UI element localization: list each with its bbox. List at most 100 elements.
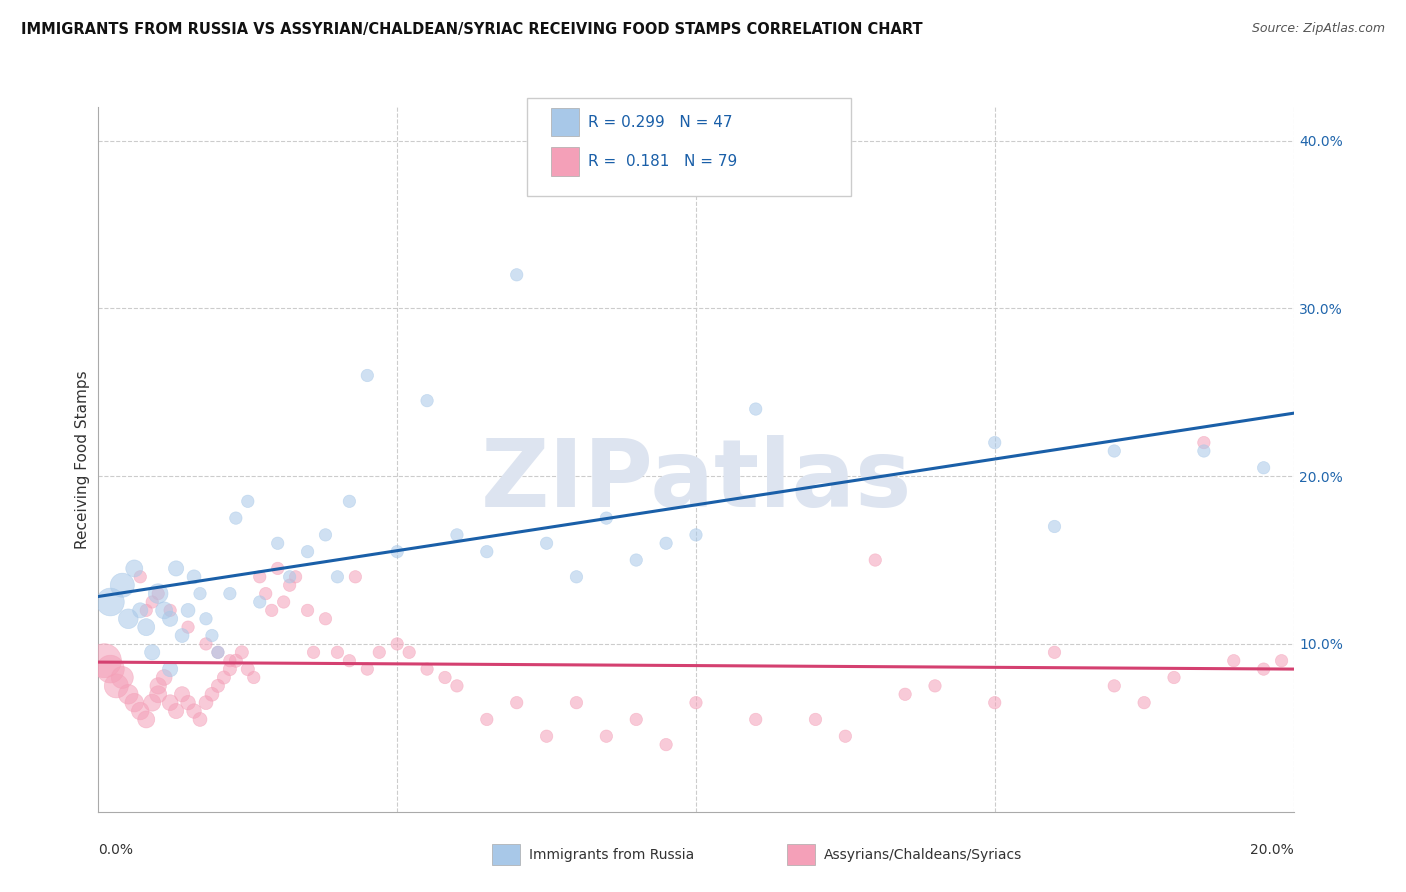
Point [201,629,224,643]
Point [212,671,235,685]
Point [148,586,170,600]
Point [339,494,361,508]
Point [141,645,163,659]
Point [172,687,194,701]
Point [225,654,247,668]
Point [1104,444,1126,458]
Point [446,679,468,693]
Point [249,570,271,584]
Point [302,645,325,659]
Point [201,687,224,701]
Point [339,654,361,668]
Point [745,402,768,417]
Point [129,603,152,617]
Point [326,570,349,584]
Point [356,368,378,383]
Point [1223,654,1246,668]
Point [595,511,617,525]
Point [165,704,187,718]
Point [195,612,218,626]
Point [183,704,205,718]
Point [297,544,319,558]
Point [278,570,301,584]
Point [1253,460,1275,475]
Point [834,729,856,743]
Point [153,671,176,685]
Point [804,713,827,727]
Point [267,561,290,575]
Point [177,603,200,617]
Point [344,570,367,584]
Point [1253,662,1275,676]
Text: IMMIGRANTS FROM RUSSIA VS ASSYRIAN/CHALDEAN/SYRIAC RECEIVING FOOD STAMPS CORRELA: IMMIGRANTS FROM RUSSIA VS ASSYRIAN/CHALD… [21,22,922,37]
Point [685,528,707,542]
Point [111,578,134,592]
Point [595,729,617,743]
Point [326,645,349,659]
Point [1163,671,1185,685]
Point [207,645,229,659]
Point [368,645,391,659]
Point [1271,654,1294,668]
Point [416,393,439,408]
Point [506,268,529,282]
Text: ZIPatlas: ZIPatlas [481,434,911,526]
Point [207,645,229,659]
Point [172,629,194,643]
Point [135,603,157,617]
Text: R = 0.299   N = 47: R = 0.299 N = 47 [588,115,733,129]
Point [188,713,211,727]
Y-axis label: Receiving Food Stamps: Receiving Food Stamps [75,370,90,549]
Point [159,696,181,710]
Point [685,696,707,710]
Point [195,637,218,651]
Point [159,612,181,626]
Point [278,578,301,592]
Point [243,671,266,685]
Point [1133,696,1156,710]
Point [129,570,152,584]
Point [225,511,247,525]
Point [506,696,529,710]
Point [177,620,200,634]
Text: R =  0.181   N = 79: R = 0.181 N = 79 [588,154,737,169]
Point [446,528,468,542]
Point [297,603,319,617]
Point [135,620,157,634]
Point [129,704,152,718]
Point [236,494,259,508]
Point [865,553,887,567]
Point [1192,444,1215,458]
Point [260,603,283,617]
Point [117,612,139,626]
Point [141,696,163,710]
Point [984,435,1007,450]
Point [398,645,420,659]
Point [141,595,163,609]
Text: Source: ZipAtlas.com: Source: ZipAtlas.com [1251,22,1385,36]
Point [894,687,917,701]
Point [565,696,588,710]
Point [626,713,648,727]
Point [177,696,200,710]
Point [385,637,409,651]
Point [565,570,588,584]
Point [159,662,181,676]
Point [315,528,337,542]
Point [273,595,295,609]
Point [148,586,170,600]
Point [148,679,170,693]
Point [249,595,271,609]
Point [159,603,181,617]
Point [98,595,122,609]
Point [165,561,187,575]
Point [984,696,1007,710]
Point [254,586,277,600]
Point [231,645,253,659]
Point [1192,435,1215,450]
Point [745,713,768,727]
Point [1043,645,1066,659]
Point [434,671,457,685]
Point [219,662,242,676]
Point [1104,679,1126,693]
